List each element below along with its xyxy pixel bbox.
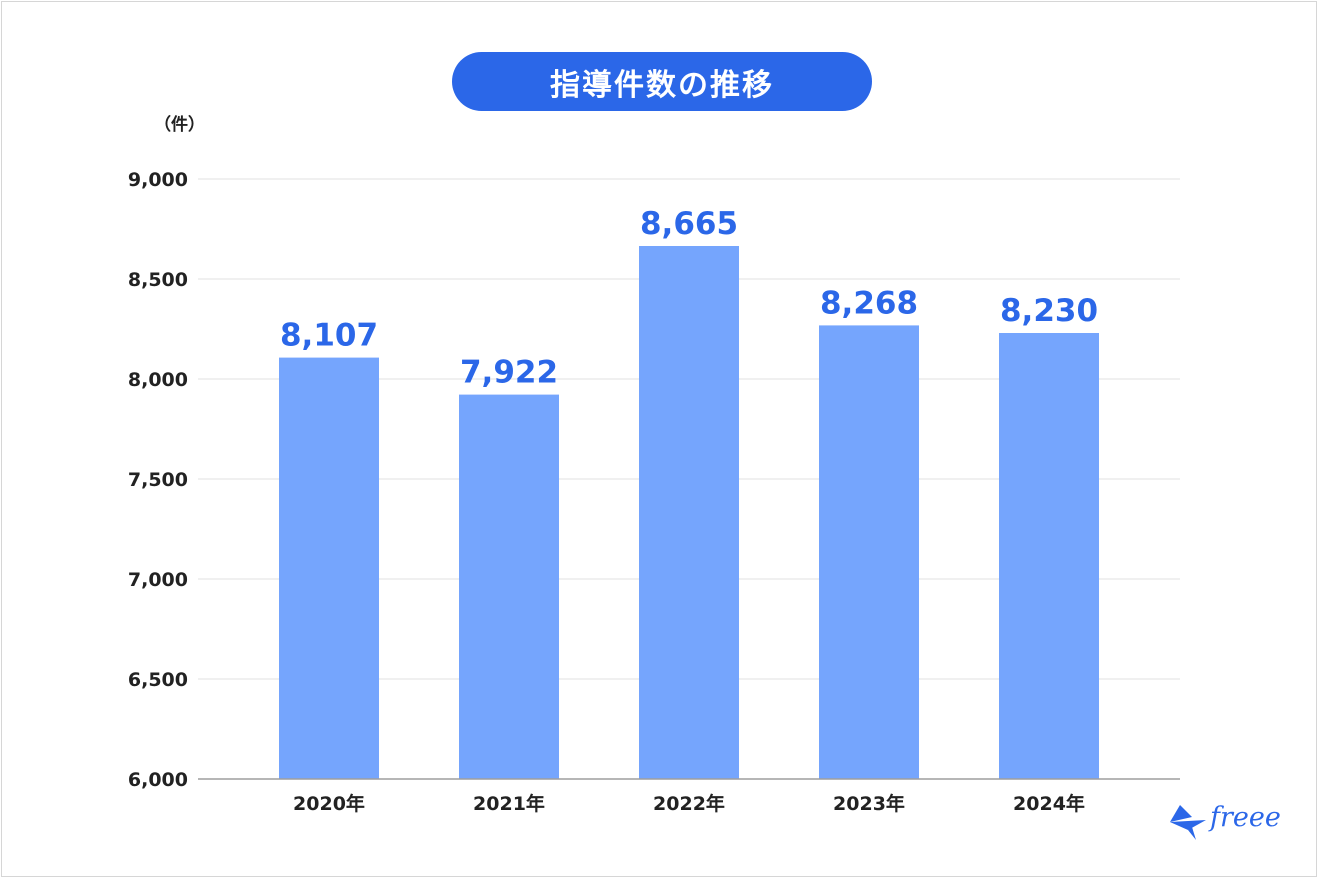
x-axis-ticks: 2020年 2021年 2022年 2023年 2024年	[293, 792, 1085, 815]
value-label: 8,230	[1000, 293, 1098, 329]
bar	[639, 246, 739, 779]
bars	[279, 246, 1099, 779]
y-tick-label: 7,000	[128, 569, 188, 591]
bar	[459, 394, 559, 779]
value-label: 8,107	[280, 318, 378, 354]
bar	[819, 325, 919, 779]
x-tick-label: 2022年	[653, 792, 725, 815]
value-label: 8,665	[640, 206, 738, 242]
x-tick-label: 2020年	[293, 792, 365, 815]
y-axis-ticks: 6,000 6,500 7,000 7,500 8,000 8,500 9,000	[128, 169, 188, 791]
y-axis-unit-label: （件）	[154, 115, 205, 135]
y-tick-label: 8,500	[128, 269, 188, 291]
x-tick-label: 2023年	[833, 792, 905, 815]
bird-icon	[1170, 805, 1206, 840]
bar	[279, 357, 379, 779]
freee-logo: freee	[1166, 800, 1290, 850]
logo-text: freee	[1210, 802, 1281, 833]
x-tick-label: 2024年	[1013, 792, 1085, 815]
value-labels: 8,107 7,922 8,665 8,268 8,230	[280, 206, 1098, 391]
chart-title: 指導件数の推移	[452, 52, 872, 111]
value-label: 7,922	[460, 355, 558, 391]
y-tick-label: 7,500	[128, 469, 188, 491]
y-tick-label: 6,000	[128, 769, 188, 791]
x-tick-label: 2021年	[473, 792, 545, 815]
y-tick-label: 8,000	[128, 369, 188, 391]
y-tick-label: 9,000	[128, 169, 188, 191]
y-tick-label: 6,500	[128, 669, 188, 691]
value-label: 8,268	[820, 285, 918, 321]
bar	[999, 333, 1099, 779]
